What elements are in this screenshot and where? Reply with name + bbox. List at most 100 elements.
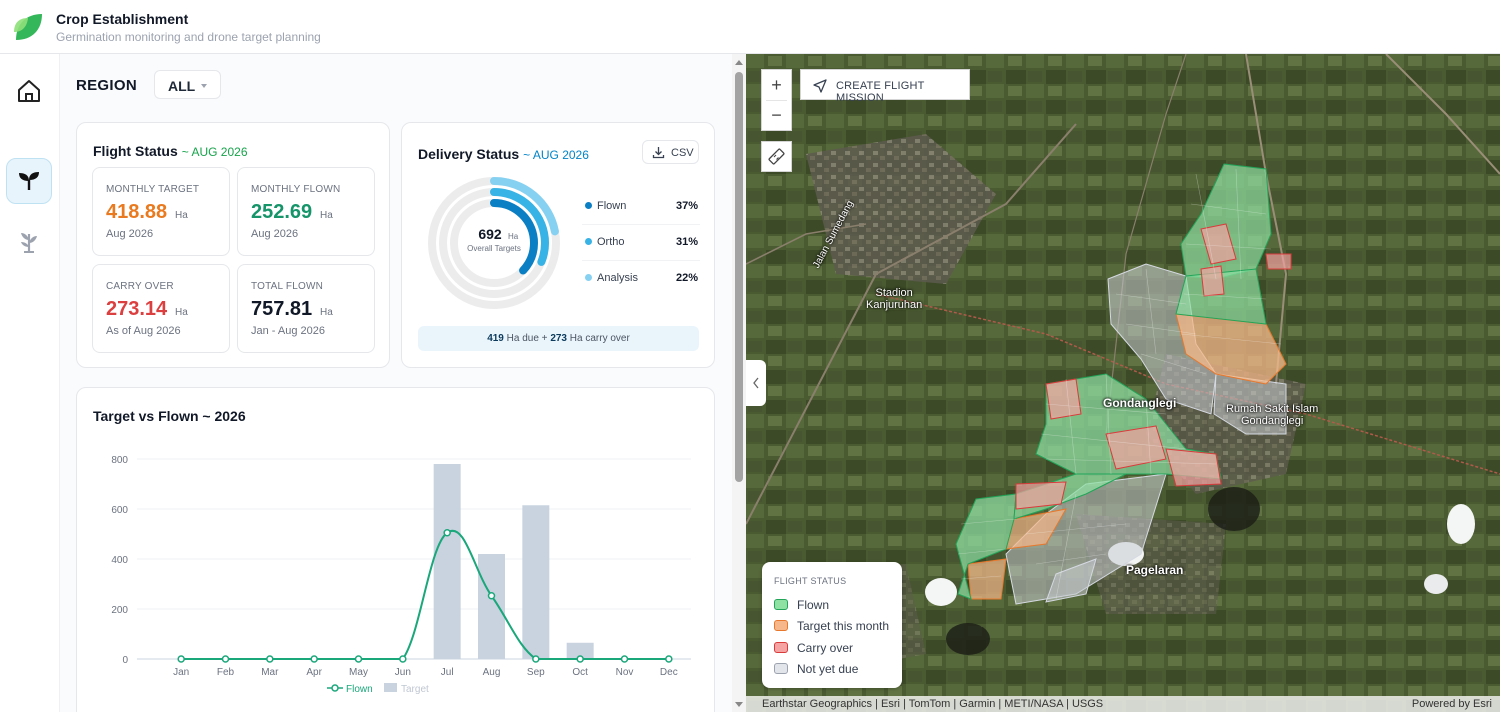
stat-unit: Ha: [320, 307, 333, 318]
csv-download-button[interactable]: CSV: [642, 140, 699, 164]
nav-crop-establishment-button[interactable]: [6, 158, 52, 204]
attribution-text: Earthstar Geographics | Esri | TomTom | …: [762, 698, 1104, 710]
y-tick-label: 400: [111, 555, 128, 566]
stat-note: Jan - Aug 2026: [251, 325, 326, 337]
dashboard-panel: REGION ALL Flight Status ~ AUG 2026 MONTH…: [60, 54, 732, 712]
nav-home-button[interactable]: [6, 68, 52, 114]
monthly-flown-stat: MONTHLY FLOWN 252.69 Ha Aug 2026: [237, 167, 375, 256]
scroll-up-icon[interactable]: [735, 60, 743, 65]
csv-label: CSV: [671, 147, 694, 159]
chevron-down-icon: [201, 84, 207, 88]
x-tick-label: Jan: [173, 667, 189, 678]
x-tick-label: Apr: [306, 667, 322, 678]
app-header: Crop Establishment Germination monitorin…: [0, 0, 1500, 54]
panel-scrollbar[interactable]: [732, 54, 746, 712]
target-vs-flown-chart: 0 200 400 600 800 Jan Feb Mar Apr May Jun Jul Aug Sep…: [111, 455, 691, 695]
legend-title: FLIGHT STATUS: [774, 576, 847, 586]
flight-status-title: Flight Status ~ AUG 2026: [93, 143, 248, 159]
legend-dot: [585, 274, 592, 281]
flown-point: [487, 592, 496, 600]
satellite-map[interactable]: Stadion Kanjuruhan Gondanglegi Rumah Saki…: [746, 54, 1500, 712]
stat-value: 418.88: [106, 201, 168, 223]
x-tick-label: Sep: [527, 667, 545, 678]
delivery-legend-analysis: Analysis 22%: [582, 261, 700, 297]
scroll-thumb[interactable]: [735, 72, 743, 482]
delivery-donut-chart: 692 Ha Overall Targets: [428, 177, 560, 309]
label-pagelaran: Pagelaran: [1126, 563, 1184, 577]
legend-percent: 22%: [675, 272, 698, 284]
target-vs-flown-card: Target vs Flown ~ 2026 0 200 400 600 800 Jan F…: [76, 387, 715, 712]
region-label: REGION: [76, 77, 137, 94]
stat-note: Aug 2026: [251, 228, 299, 240]
create-flight-mission-button[interactable]: CREATE FLIGHT MISSION: [800, 69, 970, 104]
target-bar: [433, 464, 461, 659]
legend-label: Target this month: [797, 619, 890, 633]
zoom-controls: + −: [761, 69, 792, 131]
app-subtitle: Germination monitoring and drone target …: [56, 30, 321, 44]
flown-point: [310, 655, 318, 663]
legend-dot: [585, 202, 592, 209]
legend-label: Flown: [797, 598, 830, 612]
carry-over-stat: CARRY OVER 273.14 Ha As of Aug 2026: [92, 264, 230, 353]
flown-point: [576, 655, 584, 663]
ruler-icon: [768, 148, 785, 165]
navigation-arrow-icon: [813, 79, 827, 93]
plant-icon: [21, 233, 37, 253]
scroll-down-icon[interactable]: [735, 702, 743, 707]
y-tick-label: 0: [122, 655, 128, 666]
delivery-status-period: ~ AUG 2026: [523, 148, 589, 162]
due-label: Ha due +: [506, 333, 548, 344]
flown-point: [177, 655, 185, 663]
target-bar: [478, 554, 505, 659]
carry-label: Ha carry over: [569, 333, 630, 344]
flight-status-legend: FLIGHT STATUS Flown Target this month Ca…: [762, 562, 902, 688]
target-bar: [522, 505, 550, 659]
region-dropdown[interactable]: ALL: [154, 70, 221, 99]
x-tick-label: Mar: [261, 667, 279, 678]
collapse-panel-button[interactable]: [746, 360, 766, 406]
x-tick-label: Jun: [395, 667, 411, 678]
legend-label: Carry over: [797, 641, 854, 655]
region-value: ALL: [168, 78, 196, 94]
legend-name: Flown: [597, 200, 627, 212]
due-value: 419: [487, 333, 504, 344]
zoom-in-button[interactable]: +: [771, 75, 782, 95]
stat-unit: Ha: [320, 210, 333, 221]
zoom-out-button[interactable]: −: [771, 105, 782, 125]
legend-swatch: [774, 642, 788, 653]
stat-value: 252.69: [251, 201, 313, 223]
donut-arc-analysis: [428, 177, 560, 309]
legend-swatch: [774, 663, 788, 674]
legend-flown-label: Flown: [346, 684, 373, 695]
chart-title: Target vs Flown ~ 2026: [93, 408, 246, 424]
leaf-logo-icon: [14, 14, 42, 40]
delivery-status-card: Delivery Status ~ AUG 2026 CSV 692 Ha Ove…: [401, 122, 715, 368]
x-tick-label: Jul: [441, 667, 454, 678]
powered-by-text: Powered by Esri: [1411, 698, 1492, 710]
donut-arc-flown: [450, 199, 538, 287]
stat-unit: Ha: [175, 210, 188, 221]
legend-swatch: [774, 620, 788, 631]
donut-center-unit: Ha: [508, 232, 519, 241]
stat-value: 273.14: [106, 298, 168, 320]
map-attribution: Earthstar Geographics | Esri | TomTom | …: [746, 696, 1500, 712]
legend-target-label: Target: [401, 684, 429, 695]
flown-line: [181, 529, 669, 660]
flown-point: [532, 655, 540, 663]
carry-value: 273: [550, 333, 567, 344]
create-flight-mission-label: CREATE FLIGHT MISSION: [836, 80, 925, 104]
delivery-legend-flown: Flown 37%: [582, 189, 700, 225]
stat-label: CARRY OVER: [106, 281, 174, 292]
zoom-divider: [766, 100, 787, 101]
nav-plant-button[interactable]: [6, 218, 52, 264]
measure-button[interactable]: [761, 141, 792, 172]
legend-flown-marker: [331, 684, 339, 692]
target-bar: [566, 642, 594, 659]
flown-point: [221, 655, 230, 663]
x-tick-label: Aug: [483, 667, 501, 678]
stat-note: Aug 2026: [106, 228, 154, 240]
label-gondanglegi: Gondanglegi: [1103, 396, 1177, 410]
flown-point: [665, 655, 673, 663]
legend-percent: 37%: [675, 200, 698, 212]
flown-point: [620, 655, 629, 663]
